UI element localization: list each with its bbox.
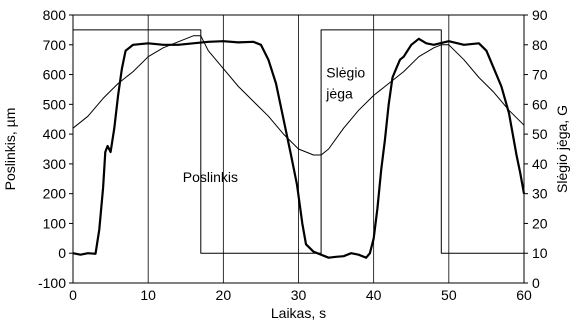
right-tick-label: 80 xyxy=(532,37,548,53)
right-tick-label: 50 xyxy=(532,126,548,142)
right-tick-label: 90 xyxy=(532,7,548,23)
right-tick-label: 60 xyxy=(532,96,548,112)
left-tick-label: 700 xyxy=(43,37,67,53)
right-tick-label: 0 xyxy=(532,275,540,291)
right-tick-label: 20 xyxy=(532,215,548,231)
left-tick-label: 500 xyxy=(43,96,67,112)
left-tick-label: 600 xyxy=(43,67,67,83)
right-axis-label: Slėgio jėga, G xyxy=(554,105,570,193)
left-axis-label: Poslinkis, µm xyxy=(2,108,18,191)
left-tick-label: 300 xyxy=(43,156,67,172)
right-tick-label: 70 xyxy=(532,67,548,83)
left-axis-ticks: -100 0 100 200 300 400 500 600 700 800 xyxy=(38,7,73,291)
annotation-label: jėga xyxy=(325,85,353,101)
right-axis-ticks: 0 10 20 30 40 50 60 70 80 90 xyxy=(524,7,548,291)
plot-frame xyxy=(72,14,525,284)
right-tick-label: 10 xyxy=(532,245,548,261)
annotation-label: Slėgio xyxy=(326,65,365,81)
left-tick-label: 800 xyxy=(43,7,67,23)
annotations: Slėgio jėga Poslinkis xyxy=(183,65,366,185)
series-layer xyxy=(72,29,526,259)
x-tick-label: 60 xyxy=(516,287,532,303)
left-tick-label: 400 xyxy=(43,126,67,142)
left-tick-label: 100 xyxy=(43,215,67,231)
x-tick-label: 30 xyxy=(291,287,307,303)
left-tick-label: -100 xyxy=(38,275,66,291)
right-tick-label: 30 xyxy=(532,186,548,202)
annotation-label: Poslinkis xyxy=(183,169,238,185)
right-tick-label: 40 xyxy=(532,156,548,172)
left-tick-label: 200 xyxy=(43,186,67,202)
x-tick-label: 0 xyxy=(69,287,77,303)
series-line-sl-gio-j-ga xyxy=(72,35,525,156)
x-tick-label: 10 xyxy=(140,287,156,303)
x-axis-ticks: 0 10 20 30 40 50 60 xyxy=(69,287,532,303)
x-axis-label: Laikas, s xyxy=(271,305,326,320)
x-tick-label: 40 xyxy=(366,287,382,303)
x-tick-label: 50 xyxy=(441,287,457,303)
series-line-pulse xyxy=(72,29,524,254)
x-tick-label: 20 xyxy=(216,287,232,303)
left-tick-label: 0 xyxy=(58,245,66,261)
